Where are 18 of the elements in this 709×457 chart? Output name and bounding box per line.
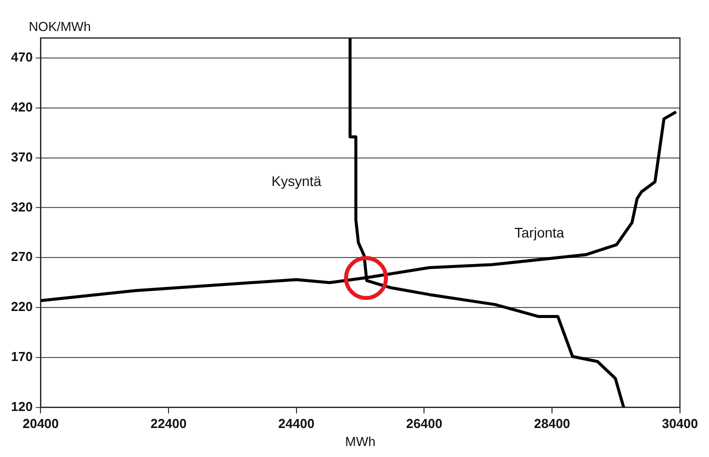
y-tick-label: 320 bbox=[10, 199, 33, 214]
x-tick-label: 30400 bbox=[662, 416, 698, 431]
series-label: Tarjonta bbox=[514, 224, 564, 241]
x-tick-label: 24400 bbox=[278, 416, 314, 431]
y-tick-label: 120 bbox=[10, 398, 33, 414]
x-tick-label: 28400 bbox=[534, 416, 570, 431]
y-axis-title: NOK/MWh bbox=[28, 19, 91, 34]
y-tick-label: 470 bbox=[10, 50, 33, 65]
x-tick-label: 20400 bbox=[22, 416, 59, 431]
y-tick-label: 420 bbox=[10, 99, 33, 114]
text: Kysyntä bbox=[271, 172, 322, 189]
y-tick-label: 220 bbox=[10, 299, 33, 314]
x-axis-title: MWh bbox=[345, 434, 376, 450]
y-tick-label: 170 bbox=[10, 349, 33, 364]
x-tick-label: 26400 bbox=[406, 416, 442, 431]
x-tick-label: 22400 bbox=[150, 416, 187, 431]
y-tick-label: 270 bbox=[10, 249, 33, 264]
y-tick-label: 370 bbox=[10, 149, 33, 164]
